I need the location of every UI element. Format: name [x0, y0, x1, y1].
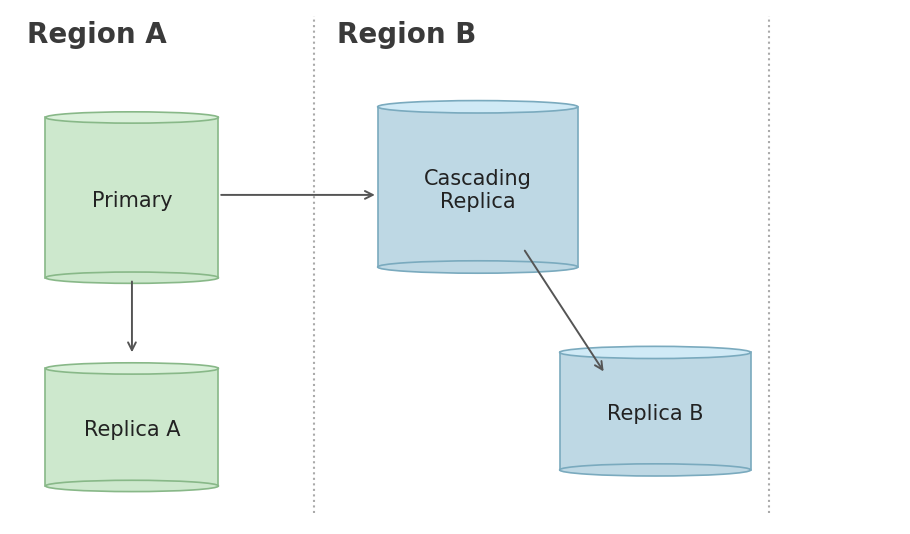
Text: Replica B: Replica B	[607, 404, 703, 423]
Ellipse shape	[46, 112, 218, 123]
Ellipse shape	[560, 347, 751, 358]
Text: Primary: Primary	[92, 191, 172, 211]
Text: Cascading
Replica: Cascading Replica	[424, 169, 531, 211]
Polygon shape	[560, 352, 751, 470]
Ellipse shape	[46, 272, 218, 284]
Text: Region B: Region B	[337, 21, 476, 49]
Ellipse shape	[378, 100, 578, 113]
Text: Replica A: Replica A	[84, 420, 180, 439]
Ellipse shape	[46, 363, 218, 374]
Polygon shape	[46, 368, 218, 486]
Ellipse shape	[46, 480, 218, 492]
Ellipse shape	[378, 261, 578, 273]
Text: Region A: Region A	[27, 21, 167, 49]
Polygon shape	[46, 117, 218, 278]
Ellipse shape	[560, 464, 751, 476]
Polygon shape	[378, 107, 578, 267]
